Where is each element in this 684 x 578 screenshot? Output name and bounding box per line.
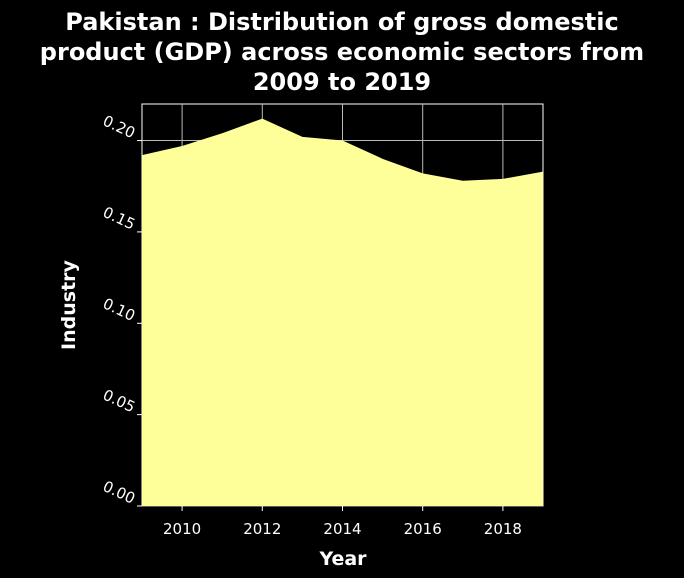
y-tick-label-0.05: 0.05 [100,386,138,416]
y-tick-label-0.15: 0.15 [100,203,138,233]
y-tick-label-0.10: 0.10 [100,294,138,324]
y-tick-label-0.00: 0.00 [100,477,138,507]
chart-title: Pakistan : Distribution of gross domesti… [40,8,644,96]
x-tick-label-2012: 2012 [243,520,281,538]
y-axis-label: Industry [58,259,80,349]
industry-area [142,118,543,507]
x-tick-label-2018: 2018 [484,520,522,538]
x-axis-label: Year [318,548,367,570]
chart-title-line-2: product (GDP) across economic sectors fr… [40,38,644,66]
y-tick-label-0.20: 0.20 [100,112,138,142]
chart-title-line-3: 2009 to 2019 [253,68,431,96]
x-tick-label-2014: 2014 [323,520,361,538]
x-tick-label-2016: 2016 [404,520,442,538]
x-axis-ticks: 2010 2012 2014 2016 2018 [163,506,522,538]
x-tick-label-2010: 2010 [163,520,201,538]
chart-title-line-1: Pakistan : Distribution of gross domesti… [65,8,618,36]
y-axis-ticks: 0.00 0.05 0.10 0.15 0.20 [100,112,142,508]
